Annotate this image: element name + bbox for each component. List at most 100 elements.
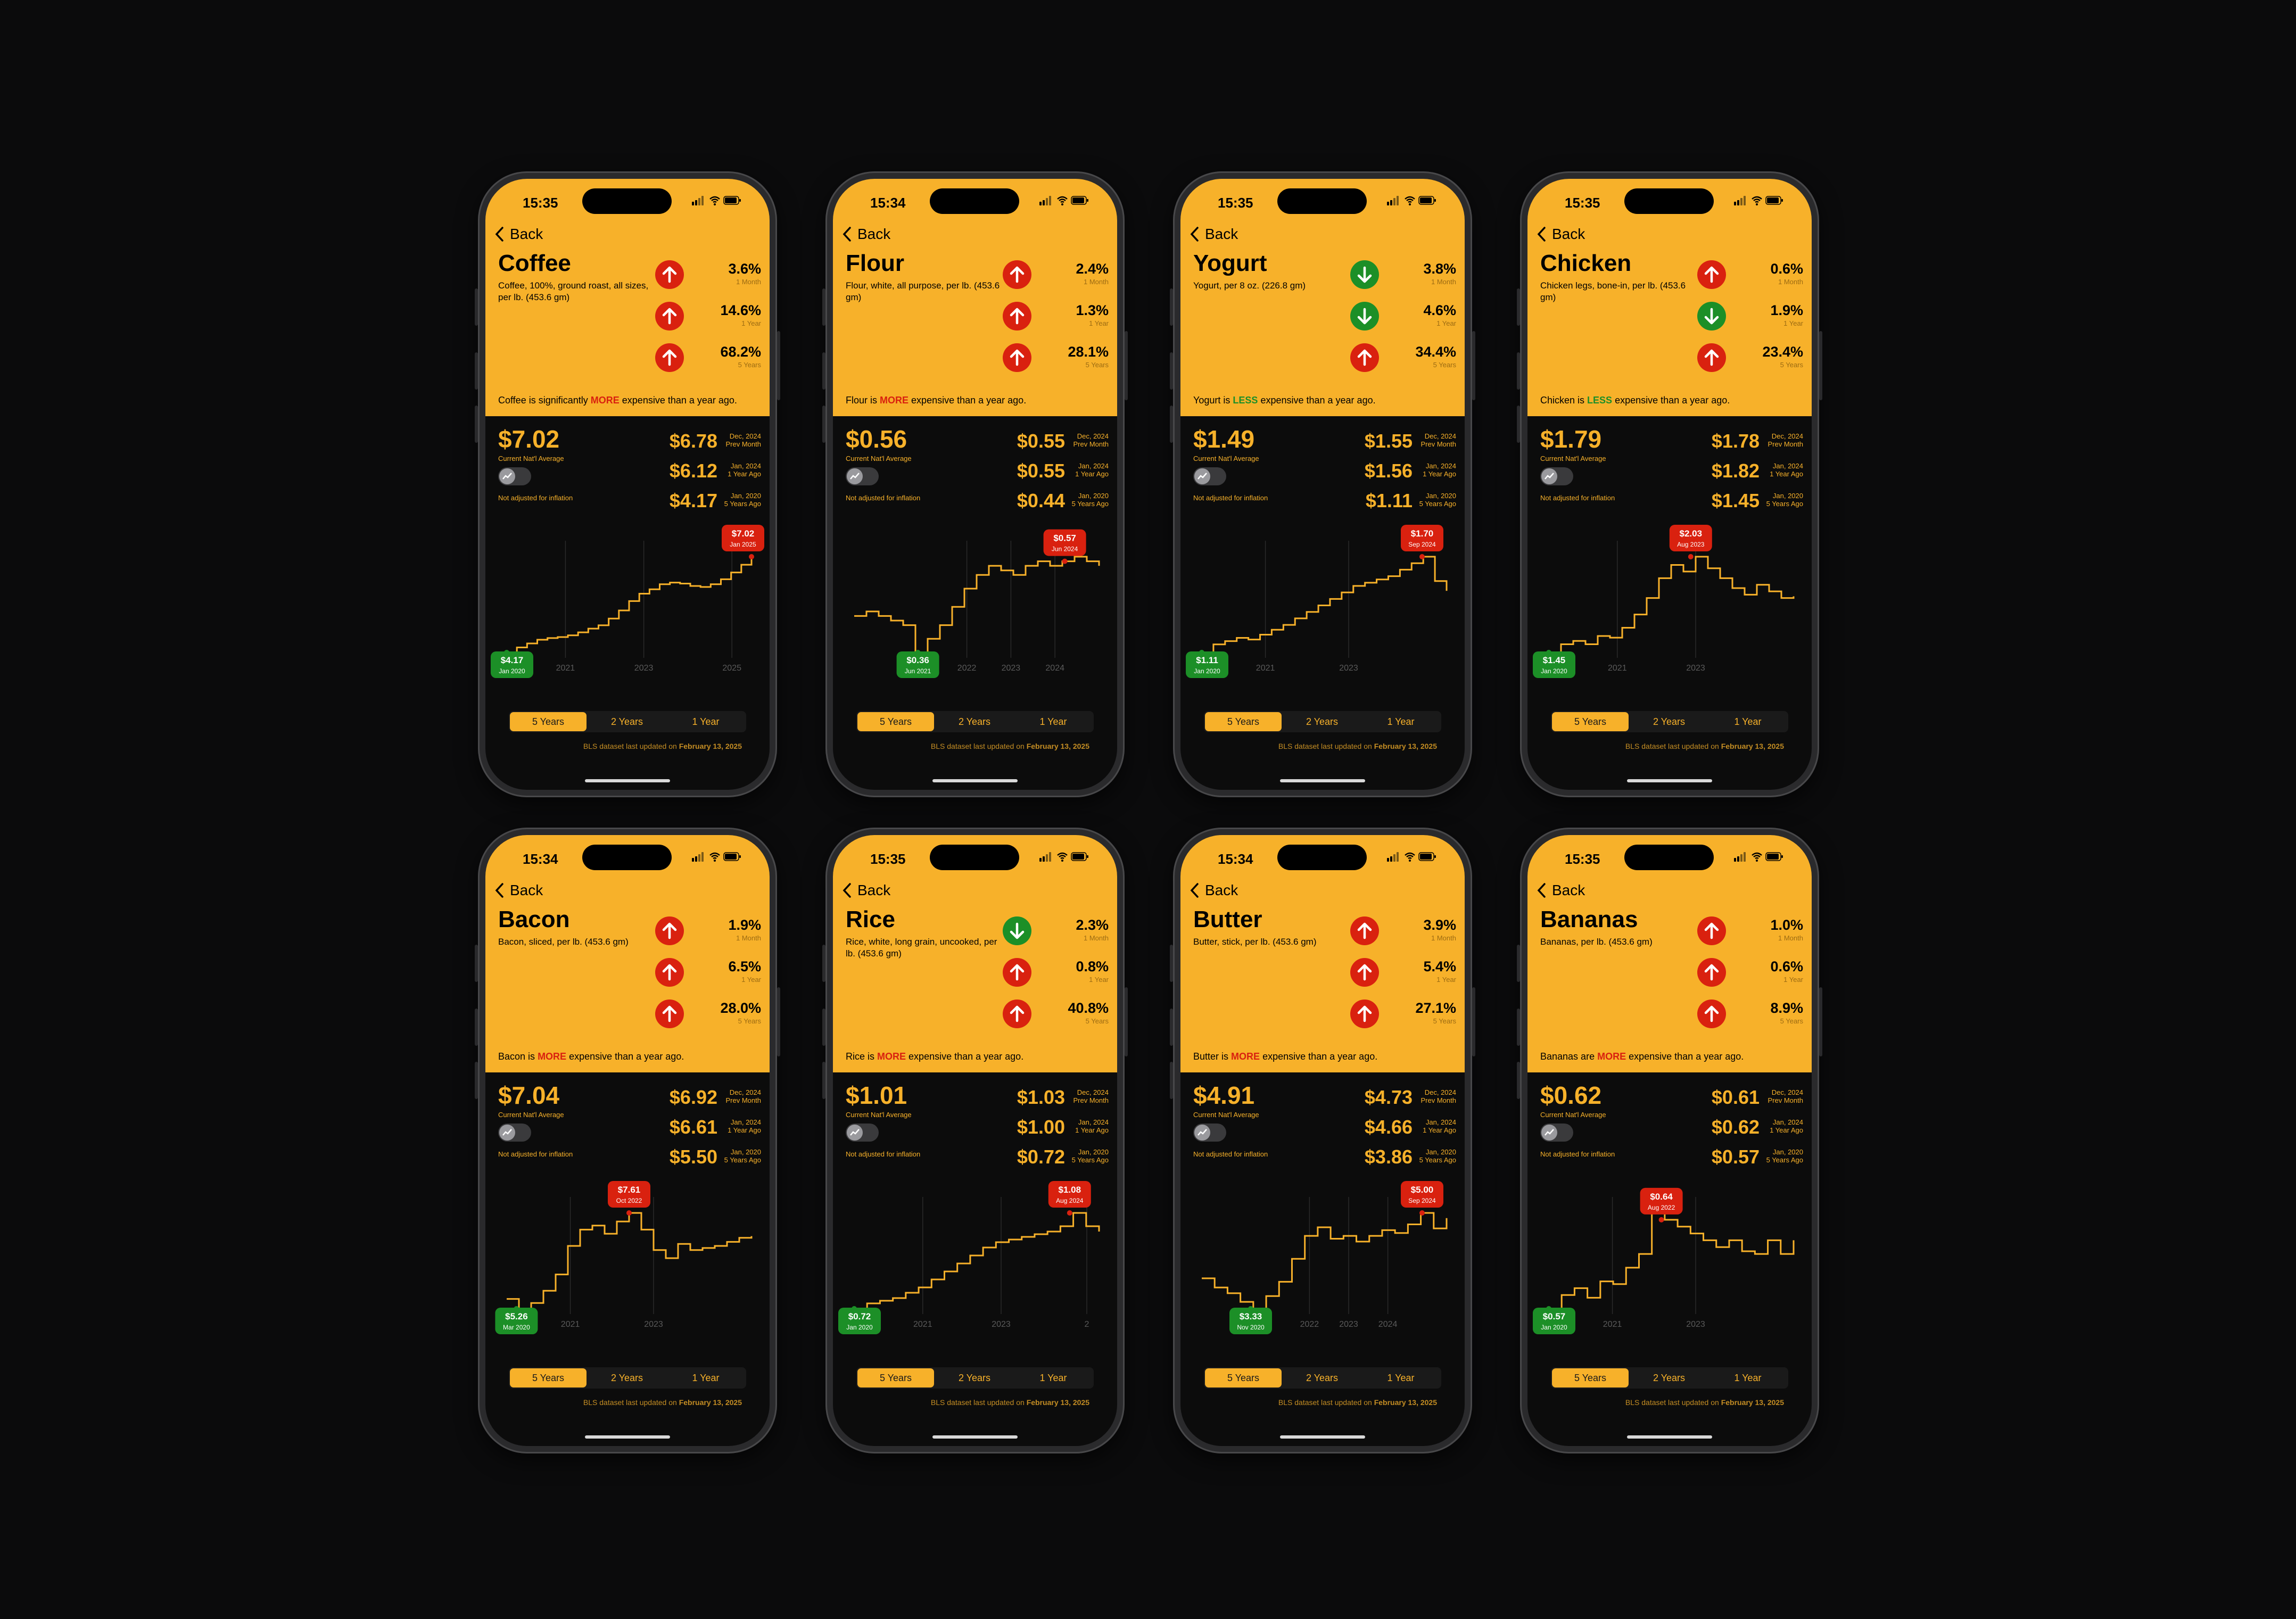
verdict-text: Butter is MORE expensive than a year ago… (1193, 1050, 1433, 1063)
home-indicator[interactable] (1280, 779, 1365, 782)
chevron-left-icon (843, 227, 851, 242)
inflation-toggle[interactable] (846, 467, 879, 485)
tab-1-year[interactable]: 1 Year (1039, 716, 1067, 727)
inflation-toggle[interactable] (1540, 1124, 1573, 1142)
change-period: 1 Month (1084, 278, 1109, 286)
max-price-value: $5.00 (1411, 1185, 1434, 1195)
back-button[interactable]: Back (841, 881, 890, 900)
year-tick-label: 2021 (556, 664, 575, 673)
back-button[interactable]: Back (1536, 881, 1585, 900)
back-button[interactable]: Back (1189, 881, 1238, 900)
tab-5-years[interactable]: 5 Years (510, 712, 587, 731)
price-history-row: $0.44 Jan, 2020 5 Years Ago (970, 490, 1109, 516)
change-period: 1 Year (741, 976, 761, 984)
home-indicator[interactable] (1280, 1435, 1365, 1439)
range-tabs: 5 Years 2 Years 1 Year (509, 1367, 746, 1389)
tab-5-years[interactable]: 5 Years (857, 712, 934, 731)
home-indicator[interactable] (585, 779, 670, 782)
arrow-up-icon (1697, 343, 1727, 373)
tab-5-years[interactable]: 5 Years (1552, 712, 1629, 731)
back-button[interactable]: Back (841, 225, 890, 244)
tab-2-years[interactable]: 2 Years (610, 1373, 643, 1383)
back-button[interactable]: Back (494, 881, 543, 900)
year-tick-label: 2023 (1339, 664, 1358, 673)
current-price-label: Current Nat'l Average (846, 455, 912, 462)
inflation-toggle[interactable] (1193, 1124, 1226, 1142)
max-price-date: Jan 2025 (730, 541, 756, 548)
back-button[interactable]: Back (1536, 225, 1585, 244)
tab-5-years[interactable]: 5 Years (1205, 1368, 1282, 1387)
price-history-row: $0.61 Dec, 2024 Prev Month (1665, 1086, 1803, 1113)
change-percent: 68.2% (720, 344, 761, 360)
tab-1-year[interactable]: 1 Year (1039, 1373, 1067, 1383)
signal-icon (1387, 852, 1399, 862)
back-button[interactable]: Back (494, 225, 543, 244)
chevron-left-icon (1190, 883, 1199, 898)
change-percent: 1.9% (728, 917, 761, 933)
product-description: Rice, white, long grain, uncooked, per l… (846, 937, 997, 959)
tab-5-years[interactable]: 5 Years (510, 1368, 587, 1387)
inflation-toggle[interactable] (846, 1124, 879, 1142)
home-indicator[interactable] (585, 1435, 670, 1439)
inflation-toggle-icon (847, 1125, 863, 1141)
tab-2-years[interactable]: 2 Years (958, 716, 991, 727)
verdict-prefix: Bananas are (1540, 1051, 1595, 1062)
product-description: Bacon, sliced, per lb. (453.6 gm) (498, 937, 629, 947)
product-title: Flour (846, 250, 904, 276)
screen: 15:35 Back Yogurt Yogurt, per 8 oz. (226.8 … (1180, 179, 1465, 790)
price-chart: 2021 2023 $0.57 Jan 2020 $0.64 Aug 2022 (1527, 1181, 1812, 1335)
home-indicator[interactable] (932, 1435, 1018, 1439)
history-date-month: Jan, 2024 (730, 462, 761, 470)
history-date-label: 1 Year Ago (1075, 470, 1109, 478)
arrow-up-icon (1002, 343, 1032, 373)
history-date-label: Prev Month (1420, 1096, 1456, 1104)
tab-5-years[interactable]: 5 Years (1552, 1368, 1629, 1387)
arrow-down-icon (1350, 260, 1380, 290)
tab-1-year[interactable]: 1 Year (1387, 716, 1415, 727)
history-date: Jan, 2024 1 Year Ago (1770, 462, 1803, 478)
tab-2-years[interactable]: 2 Years (958, 1373, 991, 1383)
tab-2-years[interactable]: 2 Years (1306, 716, 1339, 727)
home-indicator[interactable] (932, 779, 1018, 782)
home-indicator[interactable] (1627, 779, 1712, 782)
price-history-row: $1.00 Jan, 2024 1 Year Ago (970, 1116, 1109, 1143)
history-date: Jan, 2024 1 Year Ago (1423, 1118, 1456, 1134)
arrow-up-icon (1350, 999, 1380, 1029)
dynamic-island (582, 188, 672, 214)
tab-1-year[interactable]: 1 Year (692, 1373, 720, 1383)
price-history-row: $1.56 Jan, 2024 1 Year Ago (1318, 460, 1456, 486)
signal-icon (692, 852, 704, 862)
home-indicator[interactable] (1627, 1435, 1712, 1439)
tab-1-year[interactable]: 1 Year (692, 716, 720, 727)
max-price-date: Aug 2023 (1677, 541, 1705, 548)
status-time: 15:35 (1218, 195, 1253, 211)
back-button[interactable]: Back (1189, 225, 1238, 244)
header-card (1527, 179, 1812, 416)
inflation-toggle[interactable] (498, 467, 531, 485)
back-label: Back (510, 226, 543, 242)
history-date-label: 5 Years Ago (724, 500, 761, 508)
verdict-text: Chicken is LESS expensive than a year ag… (1540, 394, 1780, 407)
tab-2-years[interactable]: 2 Years (1653, 1373, 1686, 1383)
tab-2-years[interactable]: 2 Years (610, 716, 643, 727)
tab-1-year[interactable]: 1 Year (1734, 1373, 1762, 1383)
year-tick-label: 2024 (1045, 664, 1064, 673)
history-date-month: Jan, 2020 (730, 492, 761, 500)
dataset-footer: BLS dataset last updated on February 13,… (583, 1398, 742, 1407)
history-price: $1.56 (1364, 460, 1413, 482)
tab-5-years[interactable]: 5 Years (1205, 712, 1282, 731)
inflation-toggle[interactable] (498, 1124, 531, 1142)
tab-2-years[interactable]: 2 Years (1653, 716, 1686, 727)
tab-5-years[interactable]: 5 Years (857, 1368, 934, 1387)
status-time: 15:35 (1565, 195, 1600, 211)
price-history-row: $0.55 Dec, 2024 Prev Month (970, 430, 1109, 457)
price-history-row: $6.61 Jan, 2024 1 Year Ago (623, 1116, 761, 1143)
inflation-toggle[interactable] (1540, 467, 1573, 485)
tab-1-year[interactable]: 1 Year (1387, 1373, 1415, 1383)
tab-1-year[interactable]: 1 Year (1734, 716, 1762, 727)
max-price-value: $7.61 (618, 1185, 641, 1195)
tab-2-years[interactable]: 2 Years (1306, 1373, 1339, 1383)
inflation-toggle[interactable] (1193, 467, 1226, 485)
min-price-date: Mar 2020 (503, 1324, 530, 1331)
arrow-up-icon (655, 260, 684, 290)
